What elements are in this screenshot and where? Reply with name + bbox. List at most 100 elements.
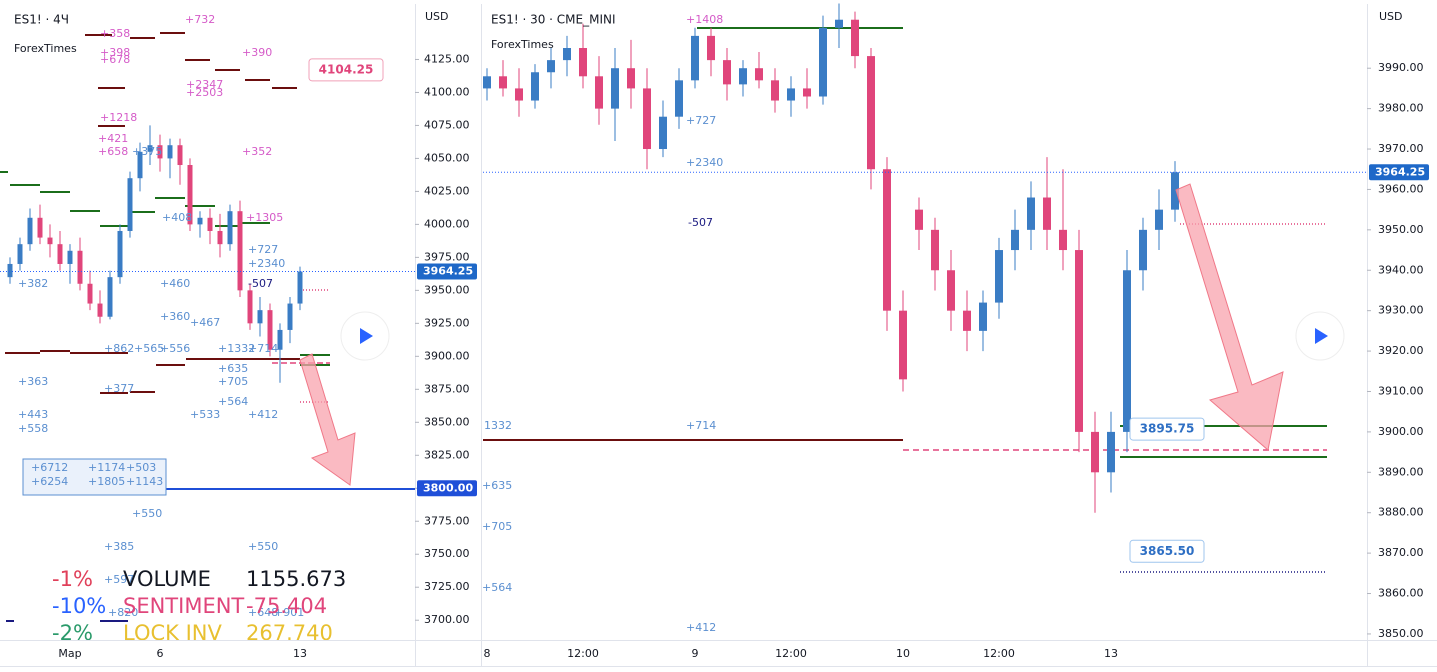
annotation: +467 <box>190 316 220 329</box>
candle-body <box>547 60 555 73</box>
x-tick-label: 13 <box>293 647 307 660</box>
candle-body <box>1171 172 1179 210</box>
candle-body <box>97 303 103 317</box>
y-tick-label: 3950.00 <box>1378 223 1424 236</box>
y-tick-label: 3880.00 <box>1378 506 1424 519</box>
annotation: +382 <box>18 277 48 290</box>
chart-subtitle: ForexTimes <box>14 42 77 55</box>
candle-body <box>117 230 123 278</box>
y-tick-label: 3860.00 <box>1378 587 1424 600</box>
x-tick-label: 8 <box>484 647 491 660</box>
candle-body <box>1107 431 1115 473</box>
candle-body <box>531 72 539 101</box>
annotation: +2340 <box>248 257 285 270</box>
annotation: +6712 <box>31 461 68 474</box>
y-tick-label: 4050.00 <box>424 151 470 164</box>
annotation: +1143 <box>126 475 163 488</box>
y-tick-label: 3875.00 <box>424 382 470 395</box>
candle-body <box>515 88 523 101</box>
annotation: +385 <box>104 540 134 553</box>
annotation: +1408 <box>686 13 723 26</box>
candle-body <box>1059 229 1067 251</box>
x-tick-label: 10 <box>896 647 910 660</box>
candle-body <box>27 217 33 245</box>
annotation: +421 <box>98 132 128 145</box>
y-tick-label: 4075.00 <box>424 118 470 131</box>
candle-body <box>107 277 113 317</box>
annotation: +862 <box>104 342 134 355</box>
candle-body <box>237 211 243 291</box>
candle-body <box>17 244 23 264</box>
candle-body <box>127 178 133 231</box>
annotation: +533 <box>190 408 220 421</box>
y-tick-label: 3930.00 <box>1378 304 1424 317</box>
y-tick-label: 3980.00 <box>1378 102 1424 115</box>
candle-body <box>167 145 173 159</box>
stat-name: VOLUME <box>123 567 211 591</box>
x-tick-label: 6 <box>157 647 164 660</box>
annotation: +1805 <box>88 475 125 488</box>
candle-body <box>931 229 939 271</box>
right-plot: +1408 +727 +2340 -507 1332 +714 +635 +705 +564 +4… <box>483 3 1367 634</box>
candle-body <box>77 250 83 284</box>
last-price-label: 3964.25 <box>1375 165 1425 178</box>
candle-body <box>1043 197 1051 230</box>
annotation: +705 <box>218 375 248 388</box>
candle-body <box>1091 431 1099 473</box>
candle-body <box>691 35 699 81</box>
annotation: +358 <box>100 27 130 40</box>
annotation: +658 <box>98 145 128 158</box>
candle-body <box>267 310 273 350</box>
y-tick-label: 3900.00 <box>424 349 470 362</box>
candle-body <box>187 165 193 225</box>
currency: USD <box>425 10 449 23</box>
chart-title: ES1! · 4Ч <box>14 13 69 27</box>
annotation: +352 <box>242 145 272 158</box>
y-tick-label: 3870.00 <box>1378 546 1424 559</box>
annotation: +565 <box>134 342 164 355</box>
annotation: +564 <box>218 395 248 408</box>
candle-body <box>819 27 827 97</box>
candle-body <box>739 68 747 85</box>
arrow <box>299 353 356 486</box>
play-icon[interactable] <box>1315 328 1328 344</box>
candle-body <box>247 290 253 324</box>
price-badge <box>417 480 477 497</box>
annotation: +714 <box>248 342 278 355</box>
candle-body <box>227 211 233 245</box>
play-icon[interactable] <box>360 328 373 344</box>
y-tick-label: 3910.00 <box>1378 384 1424 397</box>
price-badge-label: 3800.00 <box>423 481 473 494</box>
arrow <box>1175 183 1284 451</box>
candle-body <box>1139 229 1147 271</box>
candle-body <box>483 76 491 89</box>
candle-body <box>157 145 163 159</box>
currency: USD <box>1379 10 1403 23</box>
x-tick-label: 12:00 <box>567 647 599 660</box>
x-tick-label: 12:00 <box>983 647 1015 660</box>
annotation: +412 <box>686 621 716 634</box>
price-callout-label: 4104.25 <box>319 62 374 76</box>
candle-body <box>835 19 843 28</box>
candle-body <box>643 88 651 150</box>
annotation: +408 <box>162 211 192 224</box>
candle-body <box>87 283 93 304</box>
annotation: +727 <box>686 114 716 127</box>
annotation: +1174 <box>88 461 125 474</box>
y-tick-label: 3700.00 <box>424 613 470 626</box>
candle-body <box>47 237 53 245</box>
annotation: +678 <box>100 53 130 66</box>
candle-body <box>979 302 987 331</box>
annotation: +503 <box>126 461 156 474</box>
annotation: +1332 <box>218 342 255 355</box>
y-tick-label: 3750.00 <box>424 547 470 560</box>
candle-body <box>37 217 43 238</box>
candle-body <box>579 48 587 77</box>
price-callout-label: 3865.50 <box>1140 544 1195 558</box>
chart-title: ES1! · 30 · CME_MINI <box>491 13 616 27</box>
candle-body <box>915 209 923 230</box>
annotation: +714 <box>686 419 716 432</box>
y-tick-label: 3940.00 <box>1378 263 1424 276</box>
price-callout <box>308 58 384 82</box>
annotation: +727 <box>248 243 278 256</box>
